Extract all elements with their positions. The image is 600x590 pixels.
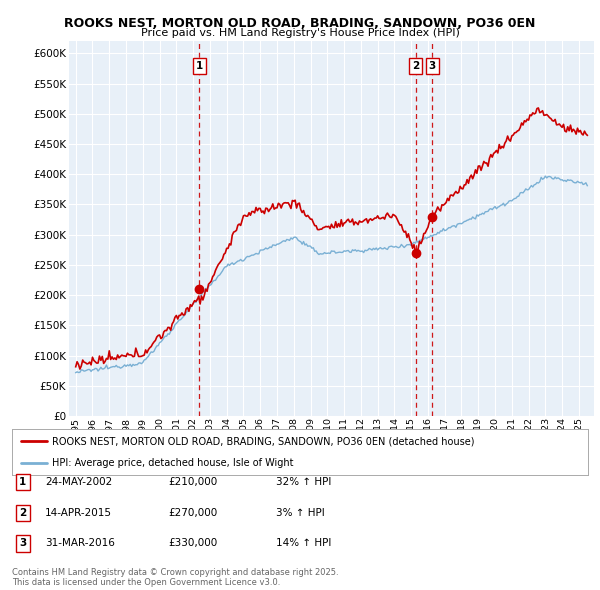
Text: 1: 1 xyxy=(19,477,26,487)
Text: 32% ↑ HPI: 32% ↑ HPI xyxy=(276,477,331,487)
Text: £330,000: £330,000 xyxy=(168,539,217,548)
Text: HPI: Average price, detached house, Isle of Wight: HPI: Average price, detached house, Isle… xyxy=(52,457,294,467)
Text: £270,000: £270,000 xyxy=(168,508,217,517)
Text: £210,000: £210,000 xyxy=(168,477,217,487)
Text: ROOKS NEST, MORTON OLD ROAD, BRADING, SANDOWN, PO36 0EN (detached house): ROOKS NEST, MORTON OLD ROAD, BRADING, SA… xyxy=(52,437,475,447)
Text: 24-MAY-2002: 24-MAY-2002 xyxy=(45,477,112,487)
Text: 31-MAR-2016: 31-MAR-2016 xyxy=(45,539,115,548)
Text: 14% ↑ HPI: 14% ↑ HPI xyxy=(276,539,331,548)
Text: Price paid vs. HM Land Registry's House Price Index (HPI): Price paid vs. HM Land Registry's House … xyxy=(140,28,460,38)
Text: Contains HM Land Registry data © Crown copyright and database right 2025.
This d: Contains HM Land Registry data © Crown c… xyxy=(12,568,338,587)
Text: 14-APR-2015: 14-APR-2015 xyxy=(45,508,112,517)
Text: 3: 3 xyxy=(428,61,436,71)
Text: ROOKS NEST, MORTON OLD ROAD, BRADING, SANDOWN, PO36 0EN: ROOKS NEST, MORTON OLD ROAD, BRADING, SA… xyxy=(64,17,536,30)
Text: 2: 2 xyxy=(19,508,26,517)
Text: 1: 1 xyxy=(196,61,203,71)
Text: 3% ↑ HPI: 3% ↑ HPI xyxy=(276,508,325,517)
Text: 3: 3 xyxy=(19,539,26,548)
Text: 2: 2 xyxy=(412,61,419,71)
